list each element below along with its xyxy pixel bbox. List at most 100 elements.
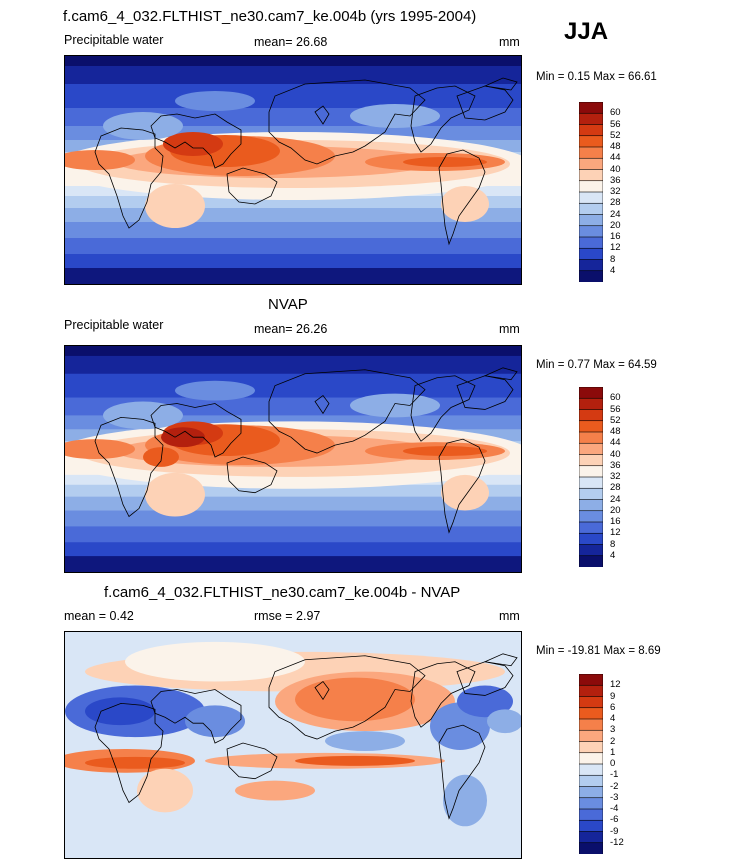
colorbar-swatch	[579, 532, 603, 546]
panel-title: f.cam6_4_032.FLTHIST_ne30.cam7_ke.004b -…	[104, 584, 461, 601]
colorbar-swatch	[579, 454, 603, 467]
mean-label: mean= 26.26	[254, 322, 328, 336]
colorbar-level-label: 20	[610, 219, 621, 231]
units-label: mm	[499, 35, 520, 49]
colorbar-swatch	[579, 431, 603, 444]
colorbar-swatch	[579, 684, 603, 698]
colorbar-swatch	[579, 387, 603, 399]
colorbar-level-label: 9	[610, 690, 616, 702]
colorbar-swatch	[579, 236, 603, 249]
contour-map	[65, 346, 521, 572]
colorbar-level-label: 8	[610, 253, 616, 265]
colorbar-level-label: 12	[610, 527, 621, 539]
colorbar-level-label: -2	[610, 780, 619, 792]
units-label: mm	[499, 609, 520, 623]
minmax-label: Min = 0.77 Max = 64.59	[536, 359, 657, 371]
colorbar-level-label: 36	[610, 459, 621, 471]
colorbar-level-label: 48	[610, 426, 621, 437]
colorbar-swatch	[579, 842, 603, 854]
colorbar-level-label: 24	[610, 493, 621, 505]
mean-label: mean = 0.42	[64, 609, 134, 623]
colorbar-level-label: -1	[610, 769, 619, 781]
colorbar-level-label: 32	[610, 471, 621, 482]
colorbar-swatch	[579, 169, 603, 182]
colorbar-swatch	[579, 752, 603, 765]
colorbar-level-label: 8	[610, 538, 616, 550]
colorbar-level-label: 60	[610, 392, 621, 404]
panel-title: NVAP	[268, 296, 308, 313]
colorbar-swatch	[579, 819, 603, 833]
colorbar-level-label: 44	[610, 437, 621, 449]
colorbar-level-label: 28	[610, 482, 621, 494]
colorbar-level-label: 12	[610, 242, 621, 254]
colorbar-swatch	[579, 510, 603, 523]
colorbar-level-label: 40	[610, 448, 621, 460]
colorbar-level-label: -12	[610, 836, 624, 848]
colorbar-swatch	[579, 259, 603, 272]
map-panel	[64, 55, 522, 285]
colorbar-swatch	[579, 674, 603, 686]
colorbar-swatch	[579, 707, 603, 720]
colorbar-level-label: 36	[610, 174, 621, 186]
colorbar-level-label: 60	[610, 107, 621, 119]
colorbar-swatch	[579, 786, 603, 799]
colorbar-swatch	[579, 465, 603, 478]
rmse-label: rmse = 2.97	[254, 609, 321, 623]
colorbar-level-label: 56	[610, 118, 621, 130]
colorbar-level-label: 56	[610, 403, 621, 415]
colorbar-swatches	[579, 102, 603, 282]
colorbar-swatch	[579, 696, 603, 709]
colorbar-swatch	[579, 763, 603, 776]
colorbar-swatch	[579, 774, 603, 788]
colorbar-level-label: 6	[610, 701, 616, 713]
colorbar	[579, 102, 603, 282]
colorbar-level-label: 40	[610, 163, 621, 175]
minmax-label: Min = 0.15 Max = 66.61	[536, 71, 657, 83]
colorbar-level-label: -6	[610, 814, 619, 826]
colorbar-swatch	[579, 409, 603, 422]
colorbar-swatch	[579, 102, 603, 114]
colorbar-level-label: 4	[610, 713, 616, 724]
colorbar-level-label: 44	[610, 152, 621, 164]
colorbar-swatch	[579, 180, 603, 193]
field-label: Precipitable water	[64, 33, 164, 47]
colorbar	[579, 387, 603, 567]
colorbar-swatch	[579, 741, 603, 754]
colorbar-swatch	[579, 214, 603, 227]
colorbar-level-label: 24	[610, 208, 621, 220]
colorbar	[579, 674, 603, 854]
colorbar-swatch	[579, 247, 603, 261]
colorbar-level-label: 52	[610, 414, 621, 426]
colorbar-level-label: 20	[610, 504, 621, 516]
colorbar-level-label: 32	[610, 186, 621, 197]
units-label: mm	[499, 322, 520, 336]
colorbar-level-label: 2	[610, 735, 616, 747]
colorbar-swatch	[579, 124, 603, 137]
colorbar-swatch	[579, 202, 603, 216]
contour-map	[65, 632, 521, 858]
colorbar-swatch	[579, 442, 603, 456]
colorbar-swatch	[579, 831, 603, 844]
map-panel	[64, 345, 522, 573]
colorbar-swatch	[579, 476, 603, 489]
colorbar-swatch	[579, 555, 603, 567]
colorbar-level-label: -4	[610, 803, 619, 814]
map-panel	[64, 631, 522, 859]
colorbar-swatch	[579, 397, 603, 411]
colorbar-swatch	[579, 808, 603, 821]
colorbar-level-label: -9	[610, 825, 619, 837]
colorbar-level-label: 28	[610, 197, 621, 209]
mean-label: mean= 26.68	[254, 35, 328, 49]
colorbar-swatches	[579, 674, 603, 854]
colorbar-swatch	[579, 544, 603, 557]
colorbar-swatch	[579, 270, 603, 282]
colorbar-swatch	[579, 487, 603, 501]
minmax-label: Min = -19.81 Max = 8.69	[536, 645, 661, 657]
colorbar-swatch	[579, 420, 603, 433]
colorbar-swatch	[579, 146, 603, 159]
colorbar-swatch	[579, 135, 603, 148]
colorbar-level-label: 4	[610, 549, 616, 561]
colorbar-level-label: 4	[610, 264, 616, 276]
field-label: Precipitable water	[64, 318, 164, 332]
season-label: JJA	[564, 18, 609, 45]
